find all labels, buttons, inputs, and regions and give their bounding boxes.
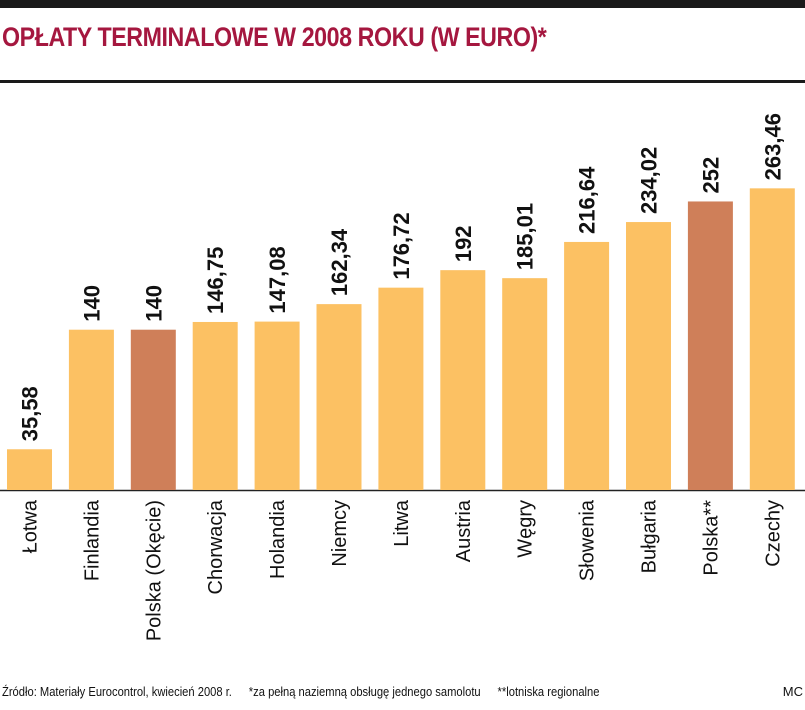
title-rule	[0, 80, 805, 83]
data-label: 140	[141, 285, 166, 322]
data-label: 234,02	[637, 147, 662, 214]
data-label: 35,58	[18, 386, 43, 441]
data-label: 216,64	[575, 166, 600, 234]
bar	[316, 304, 362, 490]
category-label: Słowenia	[577, 499, 599, 581]
category-label: Bułgaria	[639, 499, 661, 573]
category-label: Austria	[453, 499, 475, 562]
bar	[254, 321, 300, 490]
bar-chart: 35,58 Łotwa 140 Finlandia 140 Polska (Okęcie)…	[0, 113, 805, 641]
data-label: 185,01	[513, 203, 538, 270]
author-credit: MC	[782, 684, 803, 699]
top-bar	[0, 0, 805, 8]
data-label: 146,75	[203, 247, 228, 314]
bar	[749, 188, 795, 490]
bar	[7, 449, 52, 490]
category-label: Węgry	[515, 500, 537, 558]
category-label: Czechy	[762, 500, 784, 567]
category-label: Finlandia	[81, 499, 103, 581]
category-label: Chorwacja	[205, 499, 227, 594]
bar	[687, 201, 733, 490]
bar	[130, 329, 176, 490]
bar	[502, 278, 548, 490]
data-label: 192	[451, 225, 476, 262]
footnote-double-star: **lotniska regionalne	[497, 684, 600, 699]
footer: Źródło: Materiały Eurocontrol, kwiecień …	[2, 684, 613, 699]
source-note: Źródło: Materiały Eurocontrol, kwiecień …	[2, 684, 232, 699]
bar	[378, 287, 424, 490]
bar	[440, 270, 486, 490]
bar	[626, 222, 671, 490]
bar	[192, 321, 238, 490]
data-label: 140	[79, 285, 104, 322]
data-label: 176,72	[389, 212, 414, 279]
data-label: 252	[698, 157, 723, 194]
data-label: 147,08	[265, 246, 290, 313]
data-label: 263,46	[760, 113, 785, 180]
data-label: 162,34	[327, 228, 352, 296]
bar	[564, 241, 610, 490]
category-label: Polska**	[700, 500, 722, 576]
category-label: Litwa	[391, 499, 413, 547]
category-label: Holandia	[267, 499, 289, 579]
footnote-single-star: *za pełną naziemną obsługę jednego samol…	[248, 684, 481, 699]
bar	[68, 329, 114, 490]
category-label: Niemcy	[329, 500, 351, 567]
category-label: Łotwa	[20, 499, 42, 553]
chart-title: OPŁATY TERMINALOWE W 2008 ROKU (W EURO)*	[2, 22, 547, 52]
category-label: Polska (Okęcie)	[143, 500, 165, 641]
